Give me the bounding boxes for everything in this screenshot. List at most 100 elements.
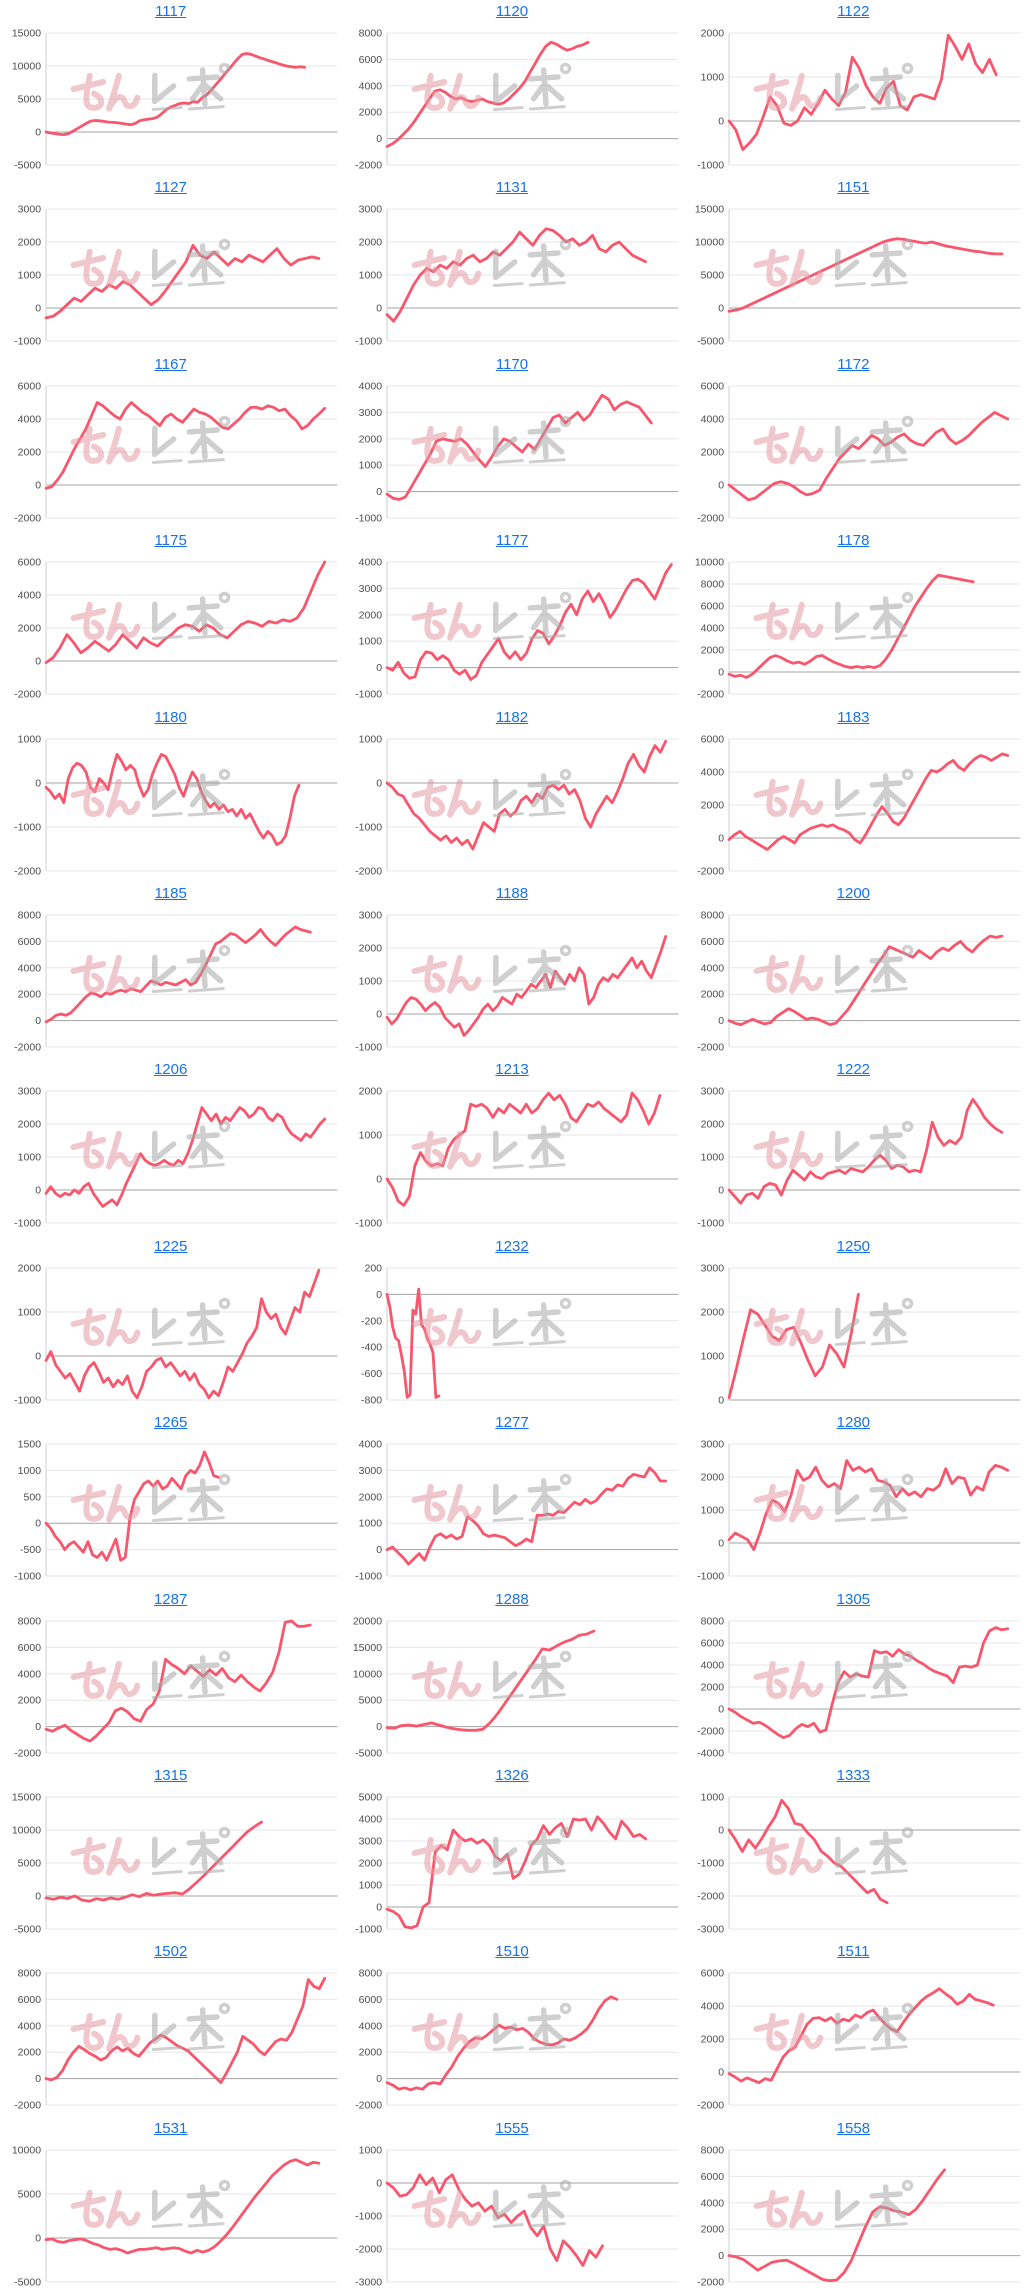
y-tick-label: 6000 <box>18 1994 42 2006</box>
chart-plot-area: 6000 4000 2000 0 -2000 <box>0 380 341 529</box>
chart-title-link[interactable]: 1206 <box>153 1061 188 1079</box>
y-tick-label: 4000 <box>700 962 724 974</box>
data-line <box>385 739 668 850</box>
data-line <box>727 237 1003 314</box>
chart-title-link[interactable]: 1183 <box>837 708 870 726</box>
chart-title-link[interactable]: 1315 <box>153 1766 188 1784</box>
chart-plot-area: 3000 2000 1000 0 -1000 <box>683 1438 1024 1587</box>
y-tick-label: -1000 <box>14 1571 41 1583</box>
chart-card: 1305 8000 6000 4000 2000 0 -2000 -4000 <box>683 1588 1024 1764</box>
chart-title-link[interactable]: 1188 <box>495 884 529 902</box>
chart-title-link[interactable]: 1120 <box>495 3 529 20</box>
chart-title-link[interactable]: 1172 <box>837 355 870 373</box>
chart-title-link[interactable]: 1122 <box>837 3 870 20</box>
line-chart: 10000 5000 0 -5000 <box>12 2144 338 2288</box>
y-tick-label: 0 <box>718 1538 724 1550</box>
chart-title-link[interactable]: 1127 <box>154 179 187 197</box>
y-tick-label: 3000 <box>700 1086 724 1098</box>
chart-title-link[interactable]: 1178 <box>837 532 870 550</box>
chart-title-link[interactable]: 1558 <box>836 2119 871 2137</box>
chart-card: 1175 6000 4000 2000 0 -2000 <box>0 529 341 705</box>
data-line <box>727 410 1009 502</box>
data-line <box>727 934 1003 1026</box>
chart-title-link[interactable]: 1510 <box>495 1943 529 1961</box>
chart-title-link[interactable]: 1326 <box>495 1766 529 1784</box>
y-tick-label: 0 <box>377 486 383 498</box>
y-tick-label: 10000 <box>12 1824 41 1836</box>
chart-title-link[interactable]: 1280 <box>836 1414 871 1432</box>
chart-title-link[interactable]: 1117 <box>155 3 187 20</box>
chart-title-link[interactable]: 1200 <box>836 884 871 902</box>
data-line <box>385 1629 596 1732</box>
chart-title-link[interactable]: 1177 <box>495 532 529 550</box>
y-tick-label: 20000 <box>353 1615 382 1627</box>
y-tick-label: 5000 <box>18 94 42 106</box>
chart-title-link[interactable]: 1151 <box>837 179 870 197</box>
chart-plot-area: 6000 4000 2000 0 -2000 <box>683 380 1024 529</box>
chart-title-row: 1315 <box>0 1764 341 1791</box>
chart-title-link[interactable]: 1182 <box>495 708 529 726</box>
chart-title-link[interactable]: 1333 <box>836 1766 871 1784</box>
data-line <box>44 925 312 1024</box>
chart-title-link[interactable]: 1170 <box>495 355 529 373</box>
y-tick-label: -1000 <box>14 1218 41 1230</box>
data-line <box>727 1987 995 2085</box>
chart-title-link[interactable]: 1511 <box>837 1943 870 1961</box>
chart-title-link[interactable]: 1277 <box>495 1414 529 1432</box>
chart-title-link[interactable]: 1185 <box>154 884 187 902</box>
y-tick-label: 2000 <box>359 433 383 445</box>
y-tick-label: 0 <box>377 303 383 315</box>
chart-title-link[interactable]: 1265 <box>153 1414 188 1432</box>
chart-card: 1182 1000 0 -1000 -2000 <box>341 706 682 882</box>
chart-title-link[interactable]: 1180 <box>154 708 187 726</box>
chart-title-link[interactable]: 1287 <box>153 1590 188 1608</box>
y-tick-label: 3000 <box>18 204 42 216</box>
chart-title-link[interactable]: 1502 <box>153 1943 188 1961</box>
y-tick-label: -2000 <box>355 865 382 877</box>
chart-title-link[interactable]: 1288 <box>495 1590 529 1608</box>
chart-title-row: 1280 <box>683 1411 1024 1438</box>
chart-title-link[interactable]: 1222 <box>836 1061 871 1079</box>
chart-title-link[interactable]: 1131 <box>495 179 529 197</box>
chart-title-link[interactable]: 1555 <box>495 2119 529 2137</box>
y-tick-label: 0 <box>377 2073 383 2085</box>
chart-card: 1178 10000 8000 6000 4000 2000 0 -2000 <box>683 529 1024 705</box>
y-tick-label: 0 <box>718 2067 724 2079</box>
y-tick-label: -1000 <box>697 1571 724 1583</box>
chart-card: 1558 8000 6000 4000 2000 0 -2000 <box>683 2117 1024 2293</box>
y-tick-label: 0 <box>35 2232 41 2244</box>
y-tick-label: 0 <box>35 1518 41 1530</box>
chart-title-row: 1558 <box>683 2117 1024 2144</box>
chart-title-link[interactable]: 1232 <box>495 1237 529 1255</box>
y-tick-label: 4000 <box>18 413 42 425</box>
chart-plot-area: 15000 10000 5000 0 -5000 <box>0 1791 341 1940</box>
line-chart: 15000 10000 5000 0 -5000 <box>12 28 338 171</box>
chart-title-link[interactable]: 1167 <box>154 355 187 373</box>
chart-plot-area: 8000 6000 4000 2000 0 -2000 <box>0 1615 341 1764</box>
data-line <box>727 1798 889 1904</box>
chart-title-link[interactable]: 1531 <box>153 2119 188 2137</box>
chart-plot-area: 4000 3000 2000 1000 0 -1000 <box>341 556 682 705</box>
data-line <box>385 563 674 682</box>
chart-title-link[interactable]: 1213 <box>495 1061 529 1079</box>
chart-title-row: 1175 <box>0 529 341 556</box>
chart-card: 1288 20000 15000 10000 5000 0 -5000 <box>341 1588 682 1764</box>
y-tick-label: 4000 <box>18 962 42 974</box>
line-chart: 3000 2000 1000 0 -1000 <box>355 204 679 348</box>
chart-title-link[interactable]: 1305 <box>836 1590 871 1608</box>
data-line <box>44 752 301 846</box>
y-tick-label: 2000 <box>700 446 724 458</box>
y-tick-label: 8000 <box>700 909 724 921</box>
y-tick-label: 0 <box>35 777 41 789</box>
y-tick-label: 2000 <box>700 1306 724 1318</box>
chart-title-link[interactable]: 1175 <box>154 532 187 550</box>
chart-title-link[interactable]: 1225 <box>153 1237 188 1255</box>
chart-plot-area: 8000 6000 4000 2000 0 -2000 <box>341 27 682 176</box>
data-line <box>727 752 1009 851</box>
y-tick-label: -1000 <box>355 1041 382 1053</box>
chart-title-link[interactable]: 1250 <box>836 1237 871 1255</box>
y-tick-label: 0 <box>718 1015 724 1027</box>
y-tick-label: 1000 <box>18 733 42 745</box>
y-tick-label: -1000 <box>697 160 724 172</box>
